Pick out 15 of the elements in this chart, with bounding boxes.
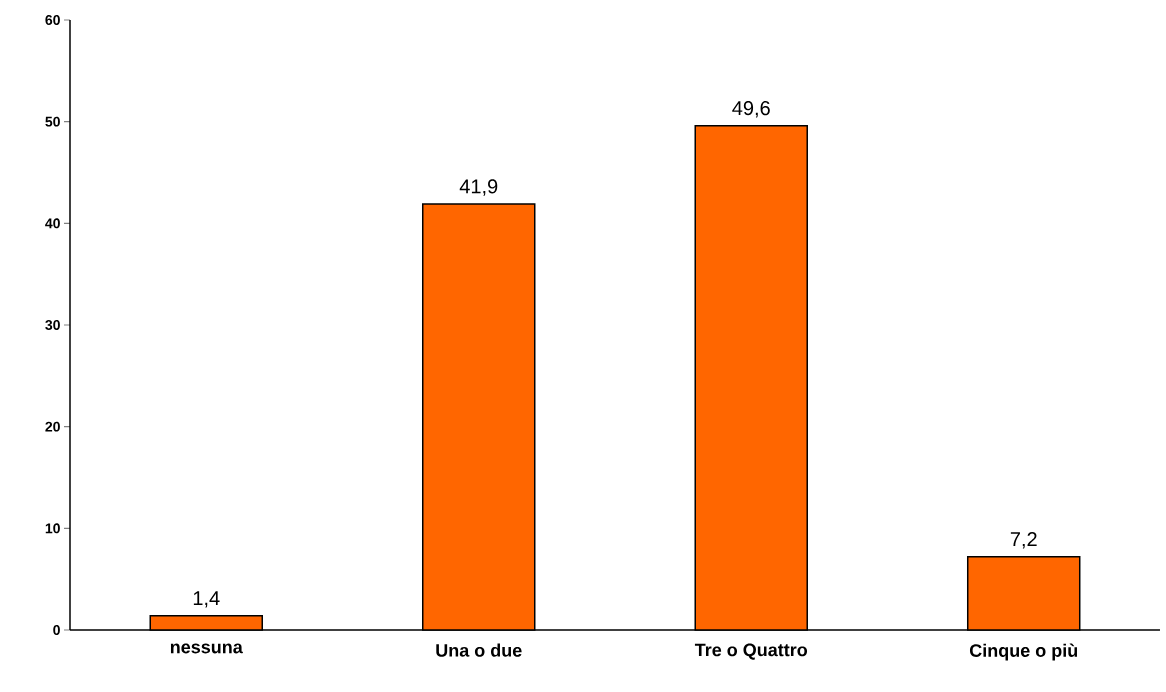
data-label: 41,9 bbox=[459, 179, 498, 196]
x-tick-label: Tre o Quattro bbox=[694, 643, 808, 660]
x-tick-label: Una o due bbox=[436, 643, 522, 657]
y-tick-label: 30 bbox=[45, 320, 60, 330]
x-tick-label: nessuna bbox=[170, 643, 243, 654]
y-tick-label: 60 bbox=[45, 15, 60, 25]
x-tick-label: Cinque o più bbox=[969, 643, 1078, 661]
y-tick-label: 20 bbox=[45, 421, 60, 432]
y-tick-label: 50 bbox=[45, 116, 60, 127]
y-tick-label: 10 bbox=[45, 523, 60, 534]
data-label: 49,6 bbox=[732, 101, 770, 118]
y-tick-label: 0 bbox=[53, 625, 60, 635]
data-label: 1,4 bbox=[193, 591, 220, 608]
y-tick-label: 40 bbox=[45, 218, 60, 229]
data-label: 7,2 bbox=[1010, 532, 1037, 549]
